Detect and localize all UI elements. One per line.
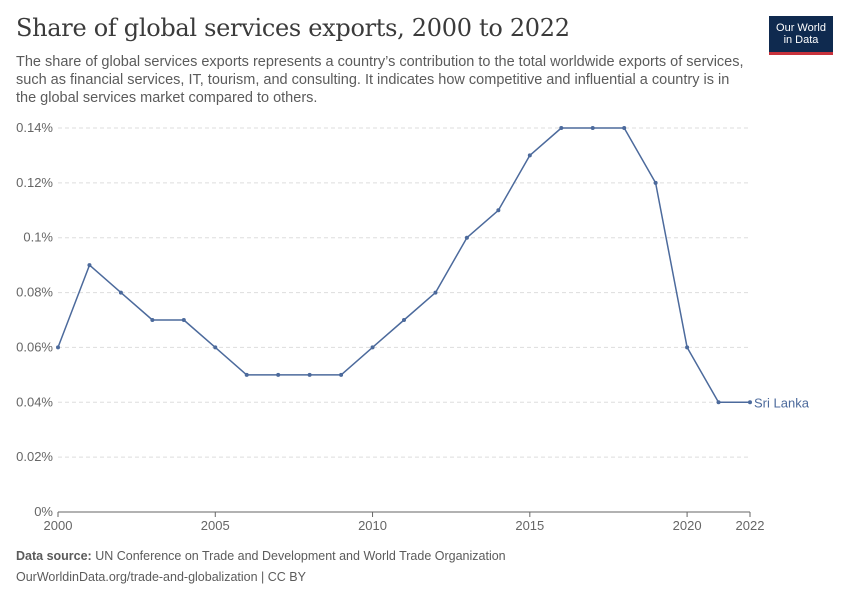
line-chart: 0% 0.02% 0.04% 0.06% 0.08% 0.1% 0.12% 0.14% 2000… xyxy=(16,120,810,533)
data-point xyxy=(748,400,752,405)
y-tick-label: 0.08% xyxy=(16,285,53,300)
data-point xyxy=(622,126,627,130)
y-tick-label: 0.14% xyxy=(16,120,53,135)
data-point xyxy=(213,345,218,350)
series-layer: Sri Lanka xyxy=(56,126,810,410)
x-tick-label: 2022 xyxy=(736,518,765,533)
data-point xyxy=(527,153,532,158)
owid-logo[interactable]: Our World in Data xyxy=(769,16,833,55)
data-point xyxy=(464,235,469,240)
data-point xyxy=(590,126,595,130)
data-point xyxy=(307,372,312,377)
data-point xyxy=(56,345,60,350)
data-point xyxy=(716,400,721,405)
data-point xyxy=(496,208,501,213)
data-source-label: Data source: xyxy=(16,549,92,563)
data-point xyxy=(559,126,564,130)
x-tick-label: 2015 xyxy=(515,518,544,533)
data-source: Data source: UN Conference on Trade and … xyxy=(16,549,506,563)
x-tick-label: 2000 xyxy=(44,518,73,533)
y-tick-label: 0.06% xyxy=(16,339,53,354)
x-tick-label: 2005 xyxy=(201,518,230,533)
y-tick-label: 0.1% xyxy=(23,230,53,245)
data-point xyxy=(370,345,375,350)
chart-subtitle: The share of global services exports rep… xyxy=(16,54,744,106)
x-tick-label: 2020 xyxy=(673,518,702,533)
series-label: Sri Lanka xyxy=(754,395,810,410)
data-source-text: UN Conference on Trade and Development a… xyxy=(95,549,506,563)
axes: 0% 0.02% 0.04% 0.06% 0.08% 0.1% 0.12% 0.14% 2000… xyxy=(16,120,764,533)
data-point xyxy=(181,318,186,322)
data-point xyxy=(685,345,690,350)
logo-line-2: in Data xyxy=(783,34,819,46)
y-tick-label: 0.04% xyxy=(16,394,53,409)
x-tick-label: 2010 xyxy=(358,518,387,533)
logo-line-1: Our World xyxy=(776,22,826,34)
data-point xyxy=(118,290,123,295)
gridlines xyxy=(58,127,750,458)
data-point xyxy=(244,372,249,377)
series-line xyxy=(57,127,750,404)
y-tick-label: 0% xyxy=(34,504,53,519)
data-point xyxy=(150,318,155,322)
chart-title: Share of global services exports, 2000 t… xyxy=(16,14,570,42)
data-point xyxy=(653,180,658,185)
credit-link[interactable]: OurWorldinData.org/trade-and-globalizati… xyxy=(16,570,306,584)
data-point xyxy=(87,263,92,268)
data-point xyxy=(276,372,281,377)
y-tick-label: 0.02% xyxy=(16,449,53,464)
data-point xyxy=(433,290,438,295)
data-point xyxy=(402,318,406,322)
data-point xyxy=(339,372,344,377)
y-tick-label: 0.12% xyxy=(16,175,53,190)
